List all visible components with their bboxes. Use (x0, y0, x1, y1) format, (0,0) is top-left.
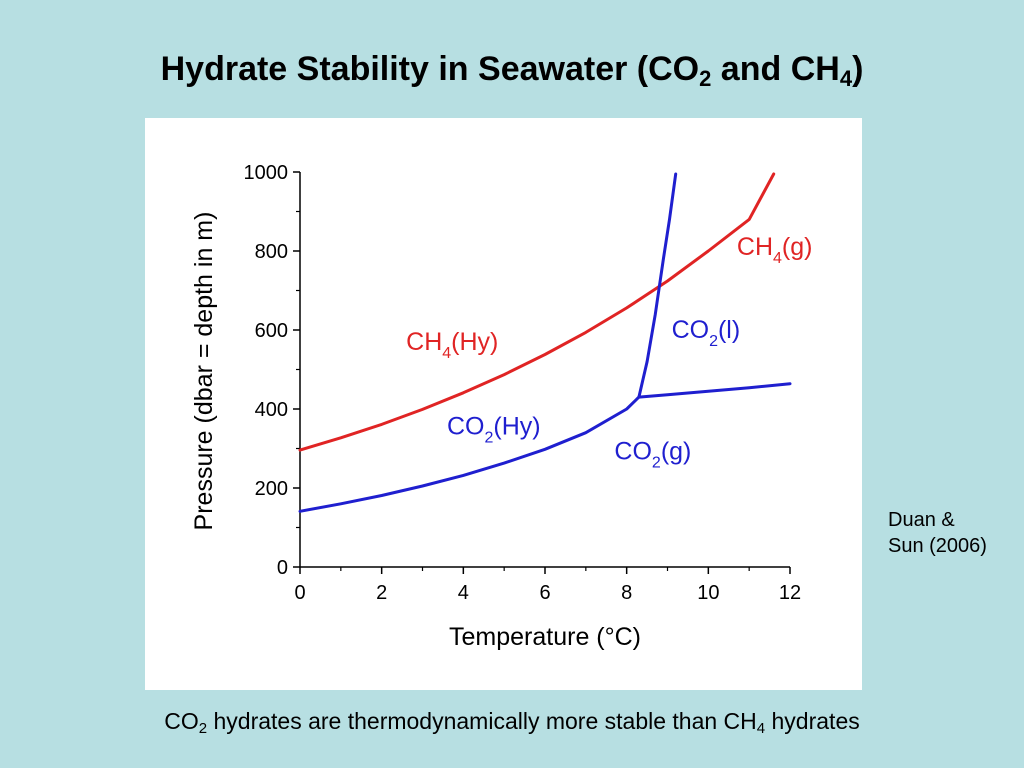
y-tick-label: 600 (255, 320, 288, 342)
slide-title: Hydrate Stability in Seawater (CO2 and C… (0, 50, 1024, 91)
title-middle: and CH (711, 50, 840, 88)
citation-line-1: Duan & (888, 509, 955, 531)
axes: 0 2 4 6 8 10 12 0 200 400 600 800 1000 (244, 162, 802, 604)
title-subscript-2: 2 (699, 66, 712, 91)
annotation-base: CH (737, 233, 773, 261)
x-tick-label: 4 (458, 582, 469, 604)
annotation-subscript: 2 (652, 455, 661, 472)
citation-line-2: Sun (2006) (888, 535, 987, 557)
footer-caption: CO2 hydrates are thermodynamically more … (0, 708, 1024, 737)
annotation-subscript: 4 (442, 345, 451, 362)
caption-subscript-2: 2 (198, 720, 208, 737)
series-line-co2-hydrate (298, 395, 641, 513)
caption-middle: hydrates are thermodynamically more stab… (207, 708, 757, 734)
series-line-co2-vapor (637, 382, 792, 399)
annotation-subscript: 2 (485, 430, 494, 447)
x-tick-label: 2 (376, 582, 387, 604)
annotation-rest: (l) (718, 316, 740, 344)
annotation-base: CO (672, 316, 710, 344)
caption-subscript-4: 4 (756, 720, 766, 737)
y-axis-label: Pressure (dbar = depth in m) (190, 212, 218, 531)
annotation-co2-l: CO2(l) (672, 316, 741, 350)
annotation-rest: (g) (661, 438, 692, 466)
series-lines (298, 172, 792, 513)
annotation-base: CH (406, 328, 442, 356)
annotation-co2-g: CO2(g) (614, 438, 691, 472)
annotation-base: CO (614, 438, 652, 466)
x-tick-label: 0 (294, 582, 305, 604)
title-subscript-4: 4 (839, 66, 853, 91)
x-tick-label: 8 (621, 582, 632, 604)
annotations: CH4(g)CH4(Hy) CO2(l)CO2(Hy)CO2(g) (406, 233, 812, 472)
annotation-base: CO (447, 413, 485, 441)
annotation-subscript: 2 (709, 333, 718, 350)
title-suffix: ) (852, 50, 864, 88)
annotation-rest: (g) (782, 233, 813, 261)
x-tick-label: 6 (539, 582, 550, 604)
caption-prefix: CO (164, 708, 199, 734)
x-tick-label: 12 (779, 582, 801, 604)
citation: Duan & Sun (2006) (888, 507, 987, 559)
title-prefix: Hydrate Stability in Seawater (CO (160, 50, 700, 88)
caption-suffix: hydrates (765, 708, 860, 734)
x-tick-label: 10 (697, 582, 719, 604)
annotation-ch4-hy: CH4(Hy) (406, 328, 498, 362)
annotation-co2-hy: CO2(Hy) (447, 413, 541, 447)
annotation-rest: (Hy) (451, 328, 498, 356)
series-line-co2-liquid (637, 172, 678, 399)
y-tick-label: 0 (277, 557, 288, 579)
series-line-ch4-hydrate (298, 172, 776, 452)
annotation-ch4-gas: CH4(g) (737, 233, 813, 267)
y-tick-label: 200 (255, 478, 288, 500)
y-tick-label: 400 (255, 399, 288, 421)
chart-panel: 0 2 4 6 8 10 12 0 200 400 600 800 1000 CH4(g) CH4(Hy)… (145, 118, 862, 690)
annotation-rest: (Hy) (493, 413, 540, 441)
y-tick-label: 1000 (244, 162, 289, 184)
x-axis-label: Temperature (°C) (449, 623, 641, 651)
y-tick-label: 800 (255, 241, 288, 263)
annotation-subscript: 4 (773, 250, 782, 267)
